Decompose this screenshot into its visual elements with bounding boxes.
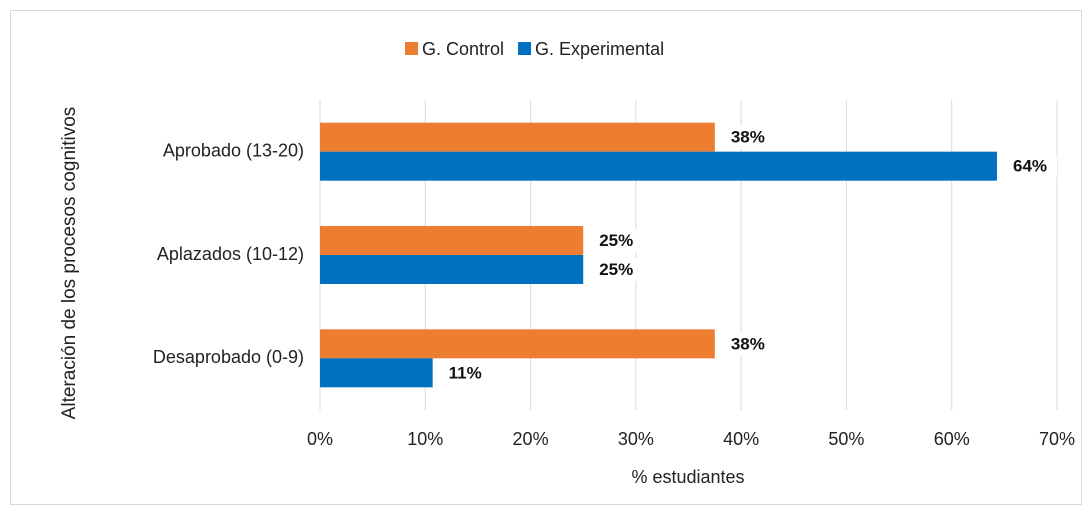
bar bbox=[320, 358, 433, 388]
y-tick-label: Aprobado (13-20) bbox=[163, 140, 304, 160]
legend-label: G. Control bbox=[422, 39, 504, 59]
x-tick-label: 30% bbox=[618, 429, 654, 449]
data-label: 25% bbox=[599, 231, 633, 250]
x-tick-label: 40% bbox=[723, 429, 759, 449]
bar bbox=[320, 255, 584, 284]
label-bg bbox=[589, 229, 644, 252]
label-bg bbox=[1002, 154, 1058, 178]
x-tick-label: 0% bbox=[307, 429, 333, 449]
bar bbox=[320, 122, 715, 152]
data-label: 38% bbox=[731, 334, 765, 353]
bar bbox=[320, 226, 584, 255]
x-tick-label: 10% bbox=[407, 429, 443, 449]
data-label: 64% bbox=[1013, 157, 1047, 176]
bar bbox=[320, 329, 715, 359]
y-tick-label: Aplazados (10-12) bbox=[157, 244, 304, 264]
y-axis-title: Alteración de los procesos cognitivos bbox=[59, 106, 80, 420]
data-label: 11% bbox=[449, 363, 482, 382]
legend-swatch bbox=[405, 42, 418, 55]
y-tick-label: Desaprobado (0-9) bbox=[153, 347, 304, 367]
bar bbox=[320, 151, 997, 181]
label-bg bbox=[438, 361, 492, 385]
x-tick-label: 50% bbox=[828, 429, 864, 449]
label-bg bbox=[720, 125, 775, 149]
x-tick-label: 20% bbox=[513, 429, 549, 449]
label-bg bbox=[720, 332, 775, 356]
x-axis-title: % estudiantes bbox=[631, 467, 744, 487]
legend-swatch bbox=[518, 42, 532, 55]
legend-label: G. Experimental bbox=[535, 39, 664, 59]
data-label: 25% bbox=[599, 260, 633, 279]
data-label: 38% bbox=[731, 128, 765, 147]
label-bg bbox=[589, 258, 644, 281]
x-tick-label: 60% bbox=[934, 429, 970, 449]
x-tick-label: 70% bbox=[1039, 429, 1075, 449]
